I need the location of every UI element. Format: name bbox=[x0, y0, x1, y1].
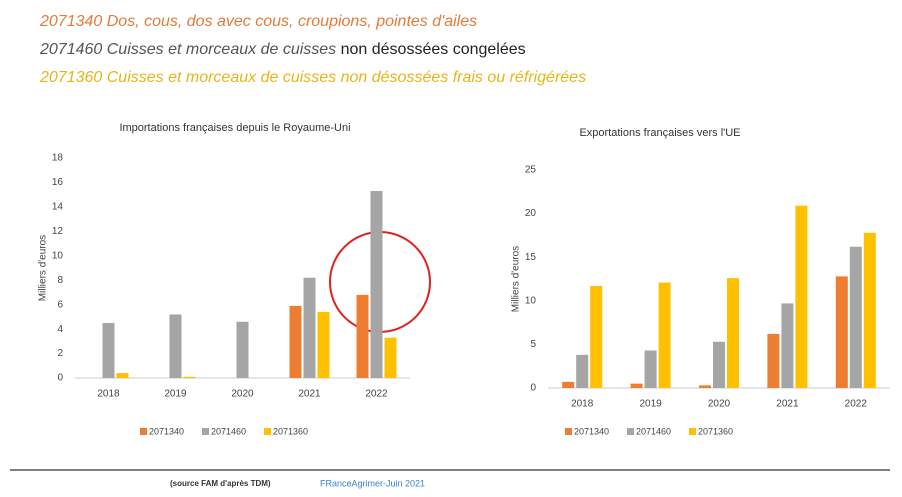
legend-swatch bbox=[202, 428, 209, 435]
header-text: 2071460 Cuisses et morceaux de cuisses bbox=[39, 41, 341, 58]
bar bbox=[630, 383, 643, 388]
footer-credit: FRanceAgrimer-Juin 2021 bbox=[320, 478, 425, 488]
bar bbox=[356, 294, 369, 378]
x-tick-label: 2020 bbox=[708, 399, 731, 410]
bar bbox=[169, 314, 182, 378]
bar bbox=[289, 305, 302, 378]
bar bbox=[644, 350, 657, 388]
bar bbox=[183, 376, 196, 378]
x-tick-label: 2018 bbox=[97, 389, 120, 400]
bar bbox=[562, 381, 575, 388]
x-tick-label: 2020 bbox=[231, 389, 254, 400]
y-axis-label: Milliers d'euros bbox=[511, 246, 522, 312]
legend-label: 2071460 bbox=[211, 426, 246, 436]
header-line: 2071360 Cuisses et morceaux de cuisses n… bbox=[39, 69, 586, 86]
y-axis-label: Milliers d'euros bbox=[38, 235, 49, 301]
header-text-emphasis: non désossées congelées bbox=[341, 41, 526, 58]
x-tick-label: 2021 bbox=[776, 399, 799, 410]
legend-label: 2071360 bbox=[698, 426, 733, 436]
bar bbox=[795, 205, 808, 388]
bar bbox=[236, 321, 249, 378]
x-tick-label: 2021 bbox=[298, 389, 321, 400]
bar bbox=[303, 277, 316, 378]
y-tick-label: 20 bbox=[525, 208, 537, 219]
y-tick-label: 8 bbox=[57, 275, 63, 286]
legend-label: 2071460 bbox=[636, 426, 671, 436]
legend-label: 2071340 bbox=[149, 426, 184, 436]
y-tick-label: 16 bbox=[52, 177, 64, 188]
bar bbox=[576, 354, 589, 388]
bar bbox=[849, 246, 862, 388]
bar bbox=[835, 276, 848, 388]
bar bbox=[658, 282, 671, 388]
y-tick-label: 25 bbox=[525, 165, 537, 176]
chart-title: Importations françaises depuis le Royaum… bbox=[119, 122, 350, 134]
header-text: 2071360 Cuisses et morceaux de cuisses n… bbox=[39, 69, 586, 86]
y-tick-label: 5 bbox=[530, 339, 536, 350]
x-tick-label: 2018 bbox=[571, 399, 594, 410]
y-tick-label: 10 bbox=[52, 250, 64, 261]
y-tick-label: 18 bbox=[52, 153, 64, 164]
legend-swatch bbox=[689, 428, 696, 435]
bar bbox=[699, 385, 711, 388]
bar bbox=[713, 341, 725, 388]
header-line: 2071340 Dos, cous, dos avec cous, croupi… bbox=[39, 13, 477, 30]
legend-swatch bbox=[565, 428, 572, 435]
legend-label: 2071360 bbox=[273, 426, 308, 436]
bar bbox=[102, 323, 115, 378]
chart-title: Exportations françaises vers l'UE bbox=[579, 127, 740, 139]
bar bbox=[116, 373, 129, 378]
bar bbox=[727, 278, 739, 388]
y-tick-label: 10 bbox=[525, 295, 537, 306]
bar bbox=[370, 191, 383, 378]
x-tick-label: 2019 bbox=[164, 389, 187, 400]
bar bbox=[863, 232, 876, 388]
y-tick-label: 15 bbox=[525, 252, 537, 263]
y-tick-label: 2 bbox=[57, 348, 63, 359]
y-tick-label: 6 bbox=[57, 299, 63, 310]
bar bbox=[317, 312, 330, 378]
x-tick-label: 2022 bbox=[365, 389, 388, 400]
header-line: 2071460 Cuisses et morceaux de cuisses n… bbox=[39, 41, 526, 58]
legend-swatch bbox=[140, 428, 147, 435]
header-text: 2071340 Dos, cous, dos avec cous, croupi… bbox=[39, 13, 477, 30]
bar bbox=[590, 285, 603, 388]
y-tick-label: 0 bbox=[530, 383, 536, 394]
y-tick-label: 14 bbox=[52, 202, 64, 213]
legend-swatch bbox=[264, 428, 271, 435]
bar bbox=[781, 303, 794, 388]
x-tick-label: 2022 bbox=[845, 399, 868, 410]
x-tick-label: 2019 bbox=[639, 399, 662, 410]
legend-label: 2071340 bbox=[574, 426, 609, 436]
bar bbox=[767, 333, 780, 388]
legend-swatch bbox=[627, 428, 634, 435]
y-tick-label: 0 bbox=[57, 373, 63, 384]
y-tick-label: 4 bbox=[57, 324, 63, 335]
bar bbox=[384, 337, 397, 378]
footer-source: (source FAM d'après TDM) bbox=[170, 479, 271, 488]
y-tick-label: 12 bbox=[52, 226, 64, 237]
